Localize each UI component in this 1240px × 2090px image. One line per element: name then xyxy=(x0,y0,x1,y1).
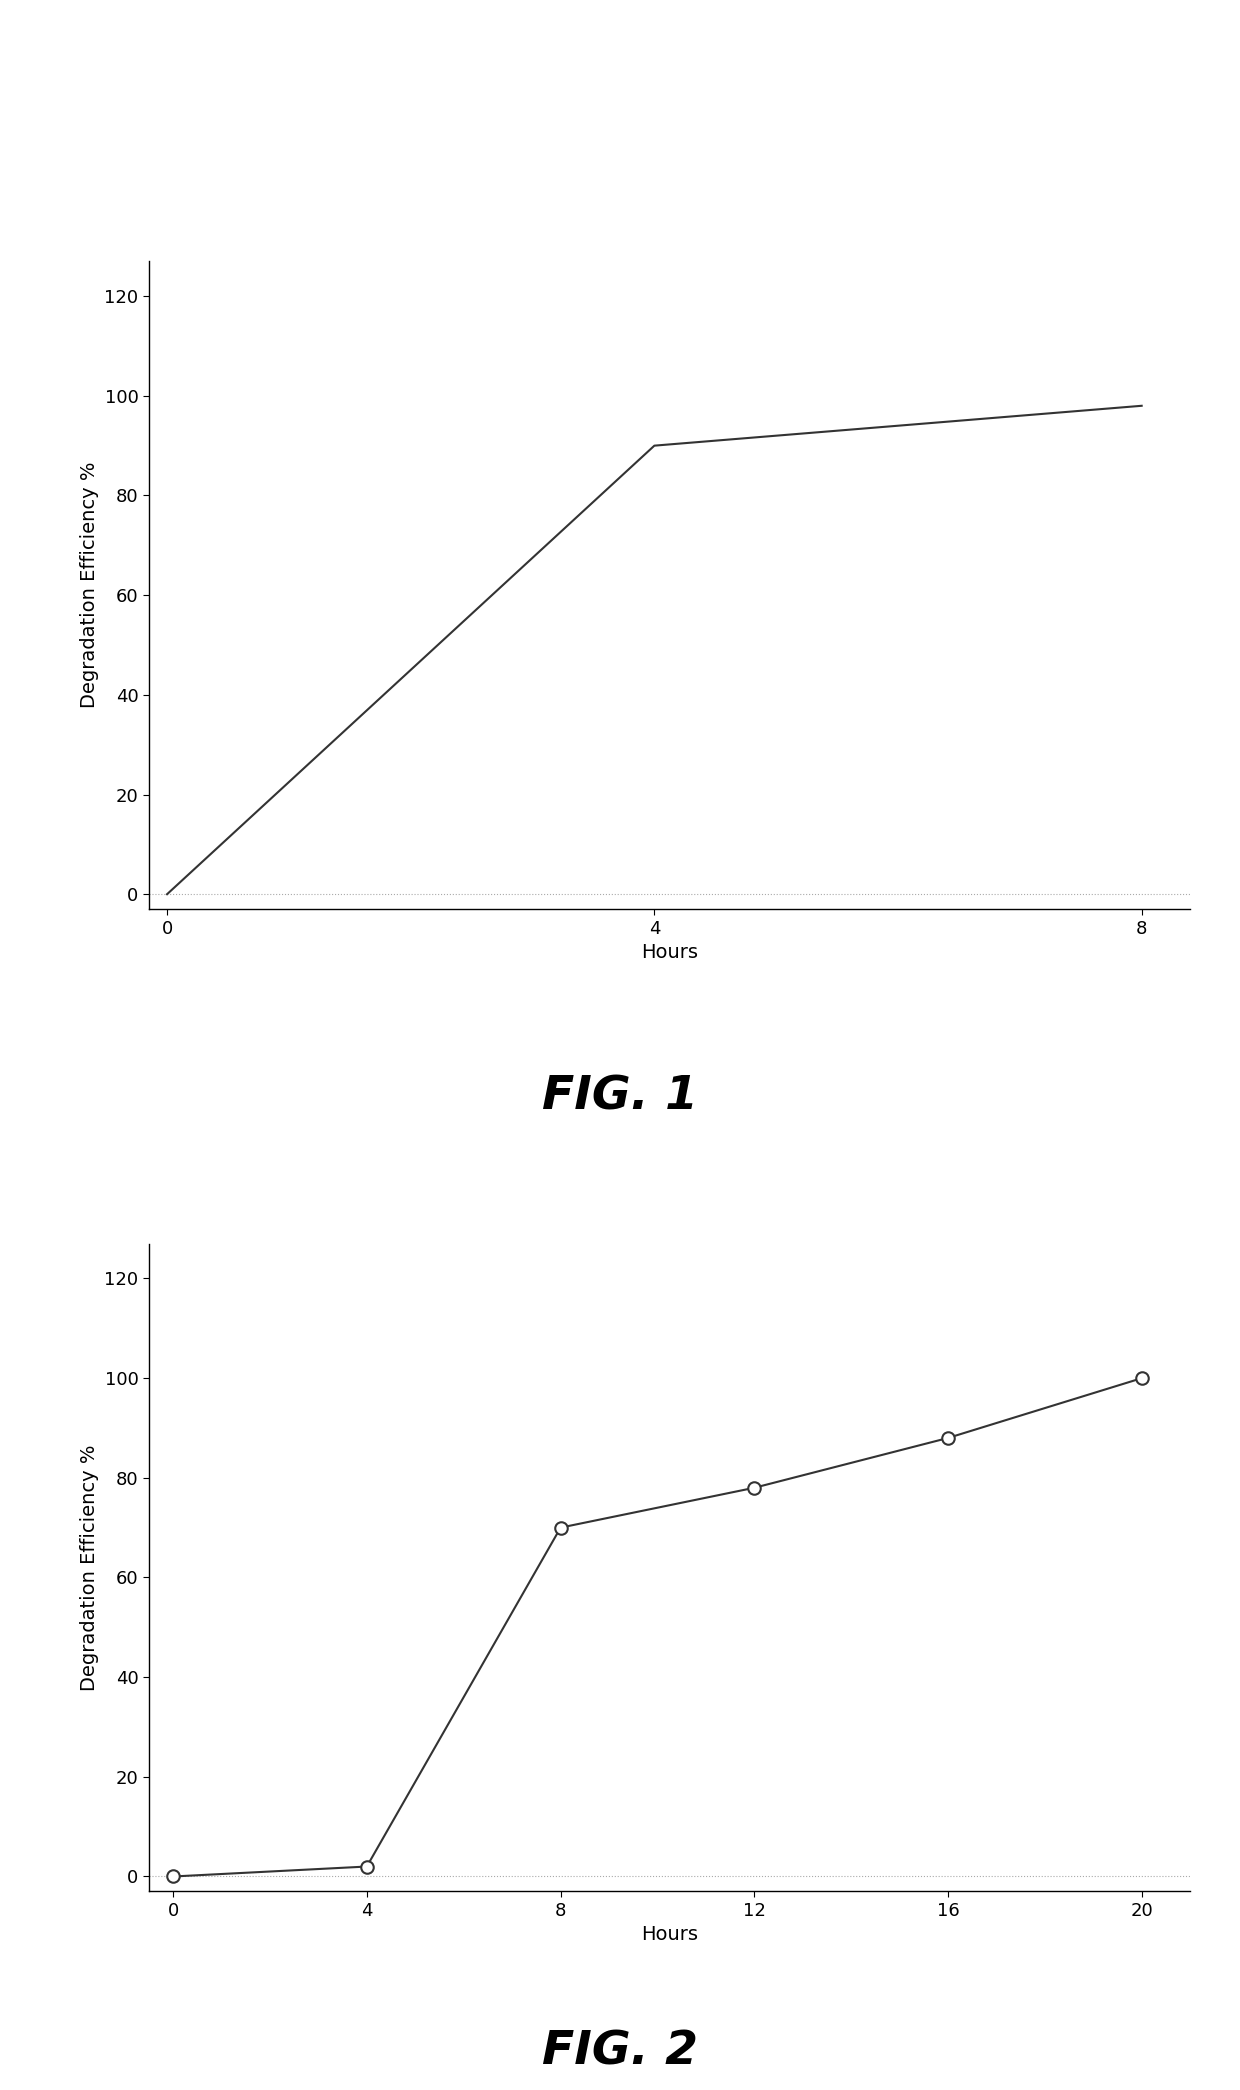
X-axis label: Hours: Hours xyxy=(641,943,698,961)
Text: FIG. 2: FIG. 2 xyxy=(542,2029,698,2075)
X-axis label: Hours: Hours xyxy=(641,1925,698,1944)
Y-axis label: Degradation Efficiency %: Degradation Efficiency % xyxy=(79,1444,99,1691)
Text: FIG. 1: FIG. 1 xyxy=(542,1074,698,1120)
Y-axis label: Degradation Efficiency %: Degradation Efficiency % xyxy=(79,462,99,709)
